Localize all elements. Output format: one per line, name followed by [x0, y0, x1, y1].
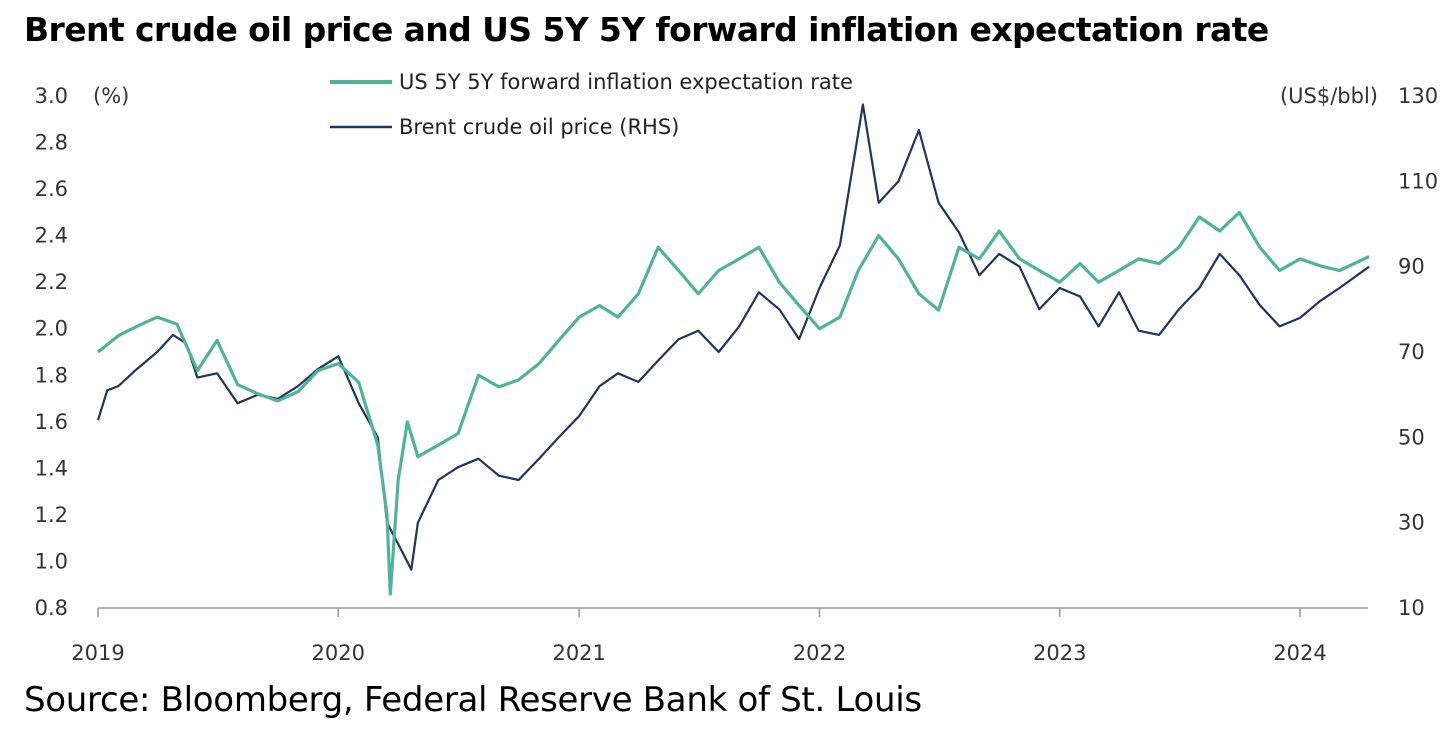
series-group — [96, 103, 1370, 596]
legend-label: US 5Y 5Y forward inflation expectation r… — [399, 70, 853, 94]
chart-title: Brent crude oil price and US 5Y 5Y forwa… — [24, 10, 1269, 49]
y-right-tick-label: 70 — [1398, 340, 1425, 364]
x-tick-label: 2024 — [1273, 641, 1326, 665]
y-right-tick-label: 110 — [1398, 169, 1438, 193]
y-left-tick-label: 1.0 — [35, 549, 68, 573]
y-left-tick-label: 2.2 — [35, 270, 68, 294]
y-right-tick-label: 30 — [1398, 511, 1425, 535]
y-left-tick-label: 1.2 — [35, 503, 68, 527]
y-right-tick-label: 130 — [1398, 84, 1438, 108]
inflation-series-line — [97, 210, 1370, 596]
legend: US 5Y 5Y forward inflation expectation r… — [330, 70, 853, 139]
right-axis-unit: (US$/bbl) — [1280, 84, 1378, 108]
brent-series-line — [96, 103, 1370, 571]
x-tick-label: 2019 — [71, 641, 124, 665]
x-tick-label: 2021 — [552, 641, 605, 665]
x-tick-label: 2023 — [1033, 641, 1086, 665]
y-left-tick-label: 0.8 — [35, 596, 68, 620]
y-left-tick-label: 2.6 — [35, 177, 68, 201]
axes-group: 2019 2020 2021 2022 2023 2024 0.8 1.0 1.2 1.4 1.6 1… — [35, 84, 1439, 665]
legend-label: Brent crude oil price (RHS) — [399, 115, 679, 139]
y-left-tick-label: 2.4 — [35, 224, 68, 248]
y-left-tick-label: 1.6 — [35, 410, 68, 434]
x-tick-label: 2022 — [793, 641, 846, 665]
y-right-tick-label: 90 — [1398, 255, 1425, 279]
y-right-tick-label: 50 — [1398, 425, 1425, 449]
y-left-tick-label: 1.4 — [35, 456, 68, 480]
left-axis-unit: (%) — [93, 84, 129, 108]
y-left-tick-label: 1.8 — [35, 363, 68, 387]
y-left-tick-label: 2.8 — [35, 131, 68, 155]
x-tick-label: 2020 — [312, 641, 365, 665]
y-right-tick-label: 10 — [1398, 596, 1425, 620]
y-left-tick-label: 2.0 — [35, 317, 68, 341]
y-left-tick-label: 3.0 — [35, 84, 68, 108]
source-note: Source: Bloomberg, Federal Reserve Bank … — [24, 680, 922, 720]
